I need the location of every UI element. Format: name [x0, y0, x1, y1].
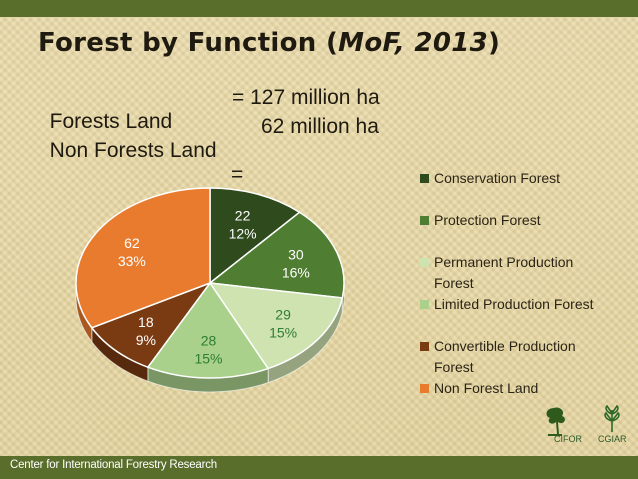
nonforest-land-line: Non Forests Land = 62 million ha [38, 115, 379, 211]
slice-percent-label: 33% [118, 253, 146, 269]
legend-label: Conservation Forest [434, 170, 561, 186]
slice-value-label: 62 [124, 235, 140, 251]
slice-value-label: 18 [138, 314, 154, 330]
cgiar-logo-text: CGIAR [598, 434, 627, 444]
legend-swatch [420, 174, 429, 183]
pie-chart: 22 12% 30 16% 29 15% 28 15% 18 9% 62 33% [75, 187, 345, 393]
pie-slice [90, 281, 213, 369]
pie-slice [209, 187, 301, 285]
legend-swatch [420, 342, 429, 351]
pie-slice [75, 187, 211, 329]
slice-percent-label: 9% [136, 332, 156, 348]
title-source: MoF, 2013 [338, 28, 488, 58]
nonforest-land-label: Non Forests Land [49, 139, 217, 162]
pie-slice [208, 282, 344, 370]
pie-slice [146, 281, 270, 379]
pie-slice [208, 211, 345, 299]
top-bar [0, 0, 638, 17]
cifor-logo-text: CIFOR [554, 434, 582, 444]
wheat-icon [604, 404, 620, 432]
footer-org-name: Center for International Forestry Resear… [10, 459, 218, 471]
legend-label: Limited Production Forest [434, 296, 594, 312]
legend-label: Permanent Production Forest [434, 254, 574, 291]
slice-percent-label: 16% [282, 264, 310, 280]
cifor-logo: CIFOR [540, 404, 584, 445]
legend-label: Protection Forest [434, 212, 541, 228]
legend-swatch [420, 216, 429, 225]
slice-percent-label: 12% [229, 226, 257, 242]
title-main: Forest by Function ( [38, 28, 339, 58]
forest-land-label: Forests Land [49, 110, 173, 133]
slice-percent-label: 15% [269, 325, 297, 341]
legend-swatch [420, 384, 429, 393]
nonforest-land-value: 62 million ha [261, 115, 379, 138]
slice-value-label: 30 [288, 246, 304, 262]
slice-value-label: 29 [275, 307, 291, 323]
tree-icon [546, 407, 565, 436]
forest-land-line: Forests Land = 127 million ha [38, 86, 380, 158]
slice-value-label: 22 [235, 208, 251, 224]
legend-swatch [420, 300, 429, 309]
cgiar-logo: CGIAR [592, 404, 632, 444]
slice-percent-label: 15% [194, 351, 222, 367]
title-close: ) [488, 28, 501, 58]
legend-swatch [420, 258, 429, 267]
forest-land-value: = 127 million ha [232, 86, 380, 109]
nonforest-land-equals: = [231, 163, 244, 186]
footer-bar [0, 456, 638, 479]
legend-label: Convertible Production Forest [434, 338, 576, 375]
legend-label: Non Forest Land [434, 380, 539, 396]
slide-title: Forest by Function (MoF, 2013) [38, 28, 500, 58]
slice-value-label: 28 [201, 333, 217, 349]
